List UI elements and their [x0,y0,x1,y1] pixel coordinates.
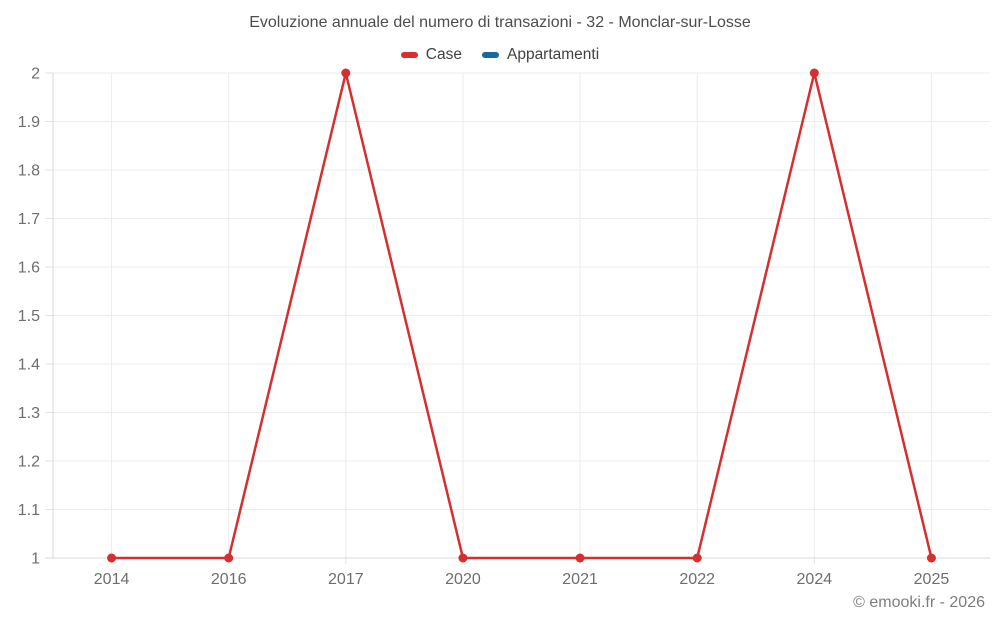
svg-text:2020: 2020 [445,571,481,588]
svg-text:1: 1 [31,551,40,568]
svg-text:1.8: 1.8 [18,163,40,180]
svg-text:1.5: 1.5 [18,308,40,325]
svg-text:2021: 2021 [562,571,598,588]
svg-text:2: 2 [31,66,40,83]
svg-text:2024: 2024 [797,571,833,588]
legend-item[interactable]: Case [400,46,462,64]
svg-text:1.3: 1.3 [18,405,40,422]
svg-text:2022: 2022 [679,571,715,588]
svg-text:1.9: 1.9 [18,114,40,131]
svg-text:2014: 2014 [94,571,130,588]
svg-text:2016: 2016 [211,571,247,588]
legend-label: Case [425,46,462,63]
svg-text:1.7: 1.7 [18,211,40,228]
svg-text:1.2: 1.2 [18,454,40,471]
watermark: © emooki.fr - 2026 [853,594,985,611]
legend-swatch-icon [481,52,499,58]
legend-item[interactable]: Appartamenti [481,46,600,64]
svg-text:2017: 2017 [328,571,364,588]
svg-text:2025: 2025 [914,571,950,588]
chart-title: Evoluzione annuale del numero di transaz… [249,14,751,31]
svg-text:1.1: 1.1 [18,502,40,519]
legend: Case Appartamenti [0,45,1000,65]
legend-swatch-icon [400,52,418,58]
svg-text:1.6: 1.6 [18,260,40,277]
svg-text:1.4: 1.4 [18,357,40,374]
legend-label: Appartamenti [506,46,600,63]
